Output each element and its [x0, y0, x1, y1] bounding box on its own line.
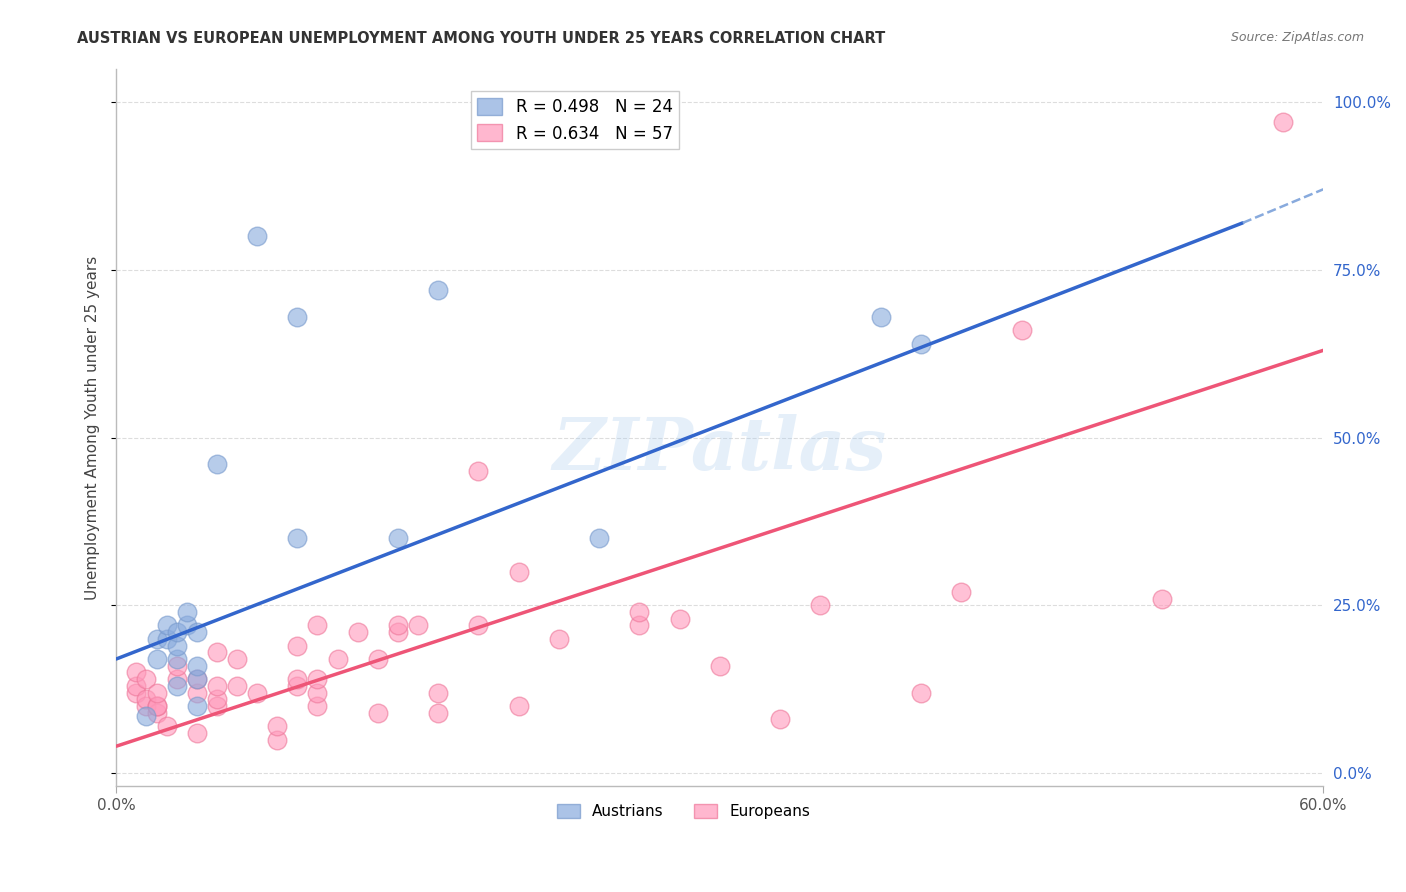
Point [186, 685, 208, 699]
Point [1272, 115, 1295, 129]
Point [808, 599, 831, 613]
Point [307, 685, 329, 699]
Point [166, 625, 188, 640]
Point [406, 618, 429, 632]
Point [176, 605, 198, 619]
Point [155, 632, 177, 646]
Point [266, 719, 288, 733]
Point [588, 531, 610, 545]
Point [467, 618, 489, 632]
Point [186, 658, 208, 673]
Point [226, 679, 249, 693]
Point [387, 618, 409, 632]
Point [135, 698, 157, 713]
Point [427, 685, 450, 699]
Point [135, 672, 157, 686]
Point [205, 692, 228, 706]
Point [186, 625, 208, 640]
Point [205, 458, 228, 472]
Point [166, 658, 188, 673]
Point [628, 605, 651, 619]
Point [346, 625, 368, 640]
Point [307, 672, 329, 686]
Y-axis label: Unemployment Among Youth under 25 years: Unemployment Among Youth under 25 years [86, 255, 100, 599]
Point [186, 672, 208, 686]
Point [155, 618, 177, 632]
Point [205, 679, 228, 693]
Point [155, 719, 177, 733]
Point [186, 698, 208, 713]
Point [226, 652, 249, 666]
Point [869, 310, 891, 324]
Point [166, 639, 188, 653]
Point [950, 585, 973, 599]
Point [186, 672, 208, 686]
Point [769, 712, 792, 726]
Point [709, 658, 731, 673]
Point [145, 685, 167, 699]
Point [367, 652, 389, 666]
Point [205, 698, 228, 713]
Point [326, 652, 349, 666]
Point [427, 706, 450, 720]
Legend: Austrians, Europeans: Austrians, Europeans [551, 798, 817, 825]
Point [467, 464, 489, 478]
Point [307, 618, 329, 632]
Point [166, 652, 188, 666]
Point [246, 685, 269, 699]
Point [266, 732, 288, 747]
Point [125, 685, 148, 699]
Point [285, 639, 308, 653]
Point [285, 672, 308, 686]
Text: ZIPatlas: ZIPatlas [553, 414, 887, 484]
Point [205, 645, 228, 659]
Point [508, 698, 530, 713]
Point [387, 531, 409, 545]
Point [145, 632, 167, 646]
Point [166, 679, 188, 693]
Point [910, 336, 932, 351]
Point [145, 698, 167, 713]
Point [176, 618, 198, 632]
Point [1011, 323, 1033, 337]
Point [547, 632, 569, 646]
Point [145, 698, 167, 713]
Point [145, 706, 167, 720]
Point [910, 685, 932, 699]
Text: AUSTRIAN VS EUROPEAN UNEMPLOYMENT AMONG YOUTH UNDER 25 YEARS CORRELATION CHART: AUSTRIAN VS EUROPEAN UNEMPLOYMENT AMONG … [77, 31, 886, 46]
Point [145, 652, 167, 666]
Point [125, 679, 148, 693]
Point [166, 672, 188, 686]
Point [135, 692, 157, 706]
Point [307, 698, 329, 713]
Point [668, 612, 690, 626]
Point [427, 283, 450, 297]
Point [125, 665, 148, 680]
Point [285, 679, 308, 693]
Point [135, 709, 157, 723]
Point [508, 565, 530, 579]
Point [186, 726, 208, 740]
Point [246, 229, 269, 244]
Point [628, 618, 651, 632]
Point [285, 310, 308, 324]
Text: Source: ZipAtlas.com: Source: ZipAtlas.com [1230, 31, 1364, 45]
Point [285, 531, 308, 545]
Point [367, 706, 389, 720]
Point [1152, 591, 1174, 606]
Point [387, 625, 409, 640]
